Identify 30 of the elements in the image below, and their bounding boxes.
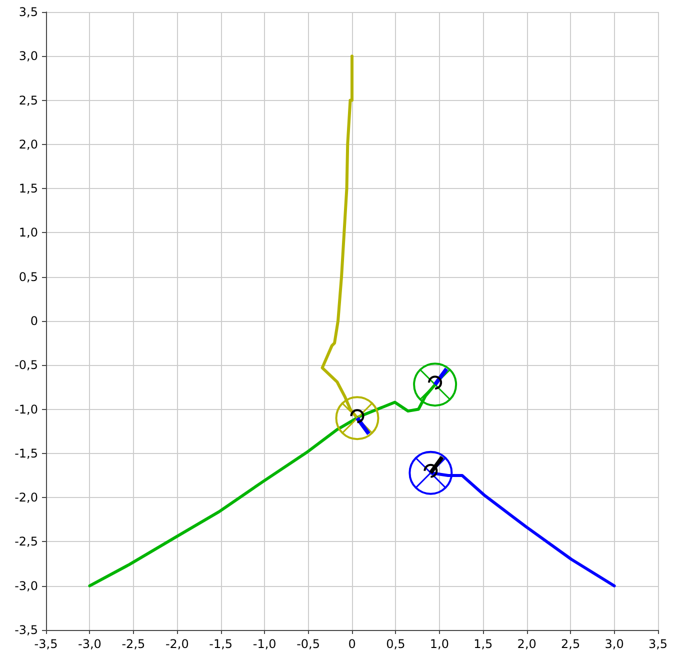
x-tick-label: -2,0 — [165, 637, 189, 651]
y-tick-label: 2,5 — [18, 93, 38, 108]
y-tick-label: -0,5 — [14, 358, 38, 372]
x-tick-label: -2,5 — [122, 637, 146, 651]
x-tick-label: -3,0 — [78, 637, 102, 651]
x-tick-label: -0,5 — [296, 637, 320, 651]
y-tick-label: -3,5 — [14, 623, 38, 637]
y-tick-label: 0,5 — [18, 270, 38, 284]
y-tick-label: 3,0 — [18, 49, 38, 64]
x-tick-label: 3,0 — [604, 637, 624, 651]
x-tick-label: 1,0 — [430, 637, 449, 651]
x-tick-label: -1,0 — [252, 637, 276, 651]
y-tick-label: -1,0 — [14, 402, 38, 416]
y-tick-label: -2,5 — [14, 534, 38, 549]
y-tick-label: -3,0 — [14, 578, 38, 593]
x-tick-label: 3,5 — [648, 637, 668, 651]
y-tick-label: 1,5 — [18, 182, 38, 196]
y-tick-label: -2,0 — [14, 490, 38, 505]
x-tick-label: -3,5 — [34, 637, 58, 651]
y-tick-label: 1,0 — [18, 226, 38, 240]
y-tick-label: 0 — [30, 314, 38, 328]
x-tick-label: 0,5 — [386, 637, 406, 651]
y-tick-label: 3,5 — [18, 5, 38, 19]
x-tick-label: 2,0 — [517, 637, 536, 651]
y-tick-label: -1,5 — [14, 446, 38, 460]
x-tick-label: 2,5 — [561, 637, 580, 651]
x-tick-label: 0 — [348, 637, 356, 651]
x-tick-label: 1,5 — [474, 637, 493, 651]
x-tick-label: -1,5 — [209, 637, 233, 651]
y-tick-label: 2,0 — [18, 137, 38, 152]
